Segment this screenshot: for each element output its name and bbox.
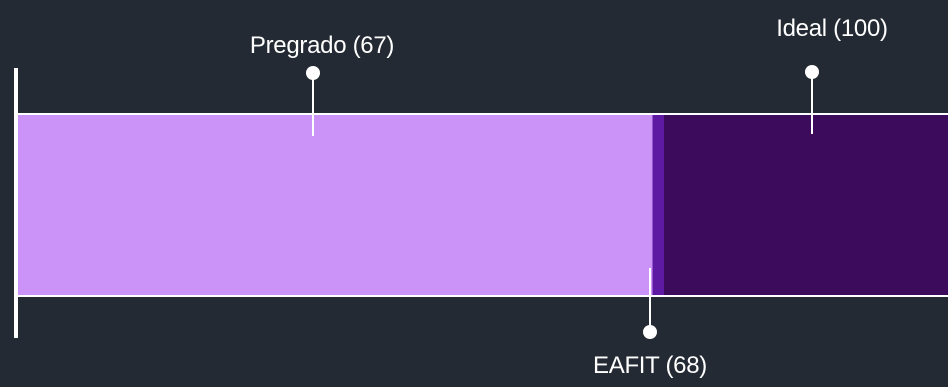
annotation-eafit-label: EAFIT (68) [593,352,707,379]
callout-dot [805,65,819,79]
bar-segment-pregrado [16,114,653,296]
annotation-pregrado-label: Pregrado (67) [250,32,394,59]
callout-dot [643,325,657,339]
annotation-ideal-label: Ideal (100) [776,15,887,42]
callout-markers [306,65,819,339]
bar-segments [16,114,948,296]
callout-dot [306,66,320,80]
